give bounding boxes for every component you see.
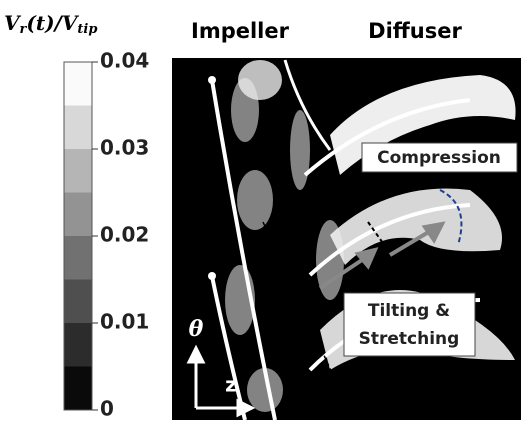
colorbar-band <box>64 149 92 193</box>
colorbar-band <box>64 279 92 323</box>
colorbar-title: Vr(t)/Vtip <box>4 11 97 37</box>
compression-box <box>361 142 518 173</box>
colorbar-band <box>64 323 92 367</box>
title-part: (t)/V <box>26 11 79 35</box>
colorbar-band <box>64 366 92 410</box>
tilting-label: Stretching <box>359 329 460 349</box>
title-part: r <box>20 22 28 37</box>
diffuser-label: Diffuser <box>368 19 462 43</box>
flow-field <box>172 58 521 421</box>
title-part: tip <box>77 22 97 37</box>
theta-label: θ <box>189 316 204 342</box>
title-part: V <box>4 11 22 35</box>
colorbar-band <box>64 105 92 149</box>
z-label: z <box>225 373 237 397</box>
colorbar-band <box>64 192 92 236</box>
colorbar-tick-label: 0 <box>100 397 114 421</box>
colorbar-tick-label: 0.03 <box>100 136 149 160</box>
colorbar-tick-label: 0.02 <box>100 223 149 247</box>
tilting-label: Tilting & <box>368 301 450 321</box>
colorbar-band <box>64 62 92 106</box>
colorbar: 0 0.01 0.02 0.03 0.04 <box>63 49 149 421</box>
colorbar-band <box>64 236 92 280</box>
impeller-label: Impeller <box>191 19 290 43</box>
compression-label: Compression <box>377 148 501 168</box>
colorbar-tick-label: 0.04 <box>100 49 149 73</box>
tilting-box <box>343 292 476 357</box>
colorbar-tick-label: 0.01 <box>100 310 149 334</box>
